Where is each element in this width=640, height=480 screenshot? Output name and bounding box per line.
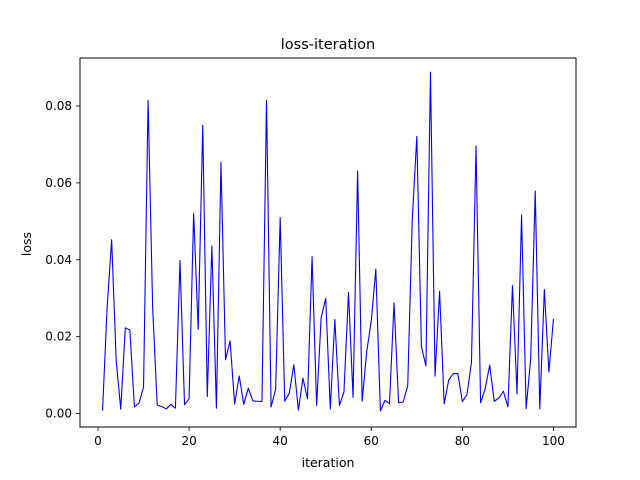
x-tick-label: 60 — [364, 434, 379, 448]
plot-frame — [79, 57, 577, 428]
x-tick-label: 100 — [542, 434, 565, 448]
x-tick-label: 40 — [273, 434, 288, 448]
x-axis-label: iteration — [302, 455, 355, 470]
x-axis-ticks: 0 20 40 60 80 100 — [94, 427, 565, 448]
y-axis-ticks: 0.00 0.02 0.04 0.06 0.08 — [45, 99, 80, 421]
y-tick-label: 0.00 — [45, 407, 72, 421]
y-tick-label: 0.08 — [45, 99, 72, 113]
x-tick-label: 20 — [181, 434, 196, 448]
series-line-0 — [102, 71, 554, 412]
y-tick-label: 0.02 — [45, 330, 72, 344]
x-tick-label: 80 — [455, 434, 470, 448]
y-tick-label: 0.04 — [45, 253, 72, 267]
y-axis-label: loss — [19, 232, 34, 256]
y-tick-label: 0.06 — [45, 176, 72, 190]
x-tick-label: 0 — [94, 434, 102, 448]
chart-title: loss-iteration — [281, 37, 376, 53]
plot-area — [102, 71, 554, 412]
